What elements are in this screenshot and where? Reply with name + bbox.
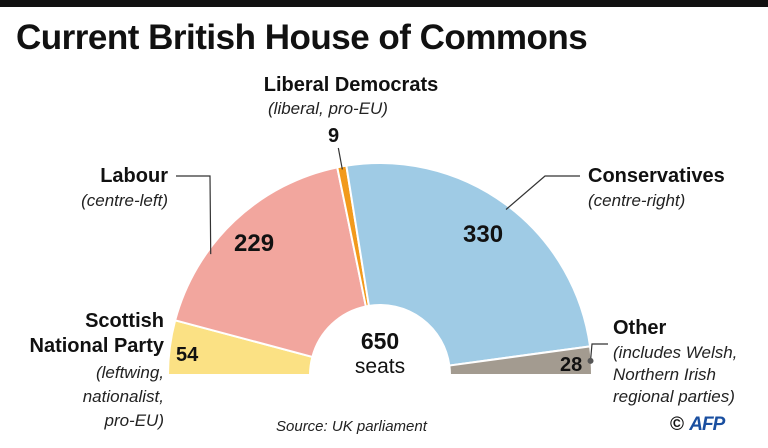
leader-line-libdem [337,147,343,170]
leader-lines [176,147,608,364]
total-seats-unit: seats [355,355,405,378]
leader-dot-other [587,357,594,364]
legend-snp-line2: National Party [30,335,165,357]
total-seats-value: 650 [361,328,399,354]
value-label-libdem: 9 [328,125,339,147]
leader-line-other [589,343,608,361]
slices-group [166,162,594,376]
legend-snp-desc1: (leftwing, [96,363,164,382]
chart-title: Current British House of Commons [16,18,588,57]
legend-other: Other [613,317,667,339]
value-label-labour: 229 [234,230,274,257]
slice-labour [173,166,368,359]
legend-labour: Labour [100,165,168,187]
legend-libdem-desc: (liberal, pro-EU) [268,99,388,118]
value-label-snp: 54 [176,344,199,366]
top-bar [0,0,768,7]
leader-line-labour [176,175,212,255]
afp-credit: © AFP [670,414,725,436]
legend-conservatives: Conservatives [588,165,725,187]
leader-line-conservatives [505,175,580,210]
legend-snp-desc3: pro-EU) [103,411,164,430]
copyright-symbol: © [670,414,684,435]
legend-snp-desc2: nationalist, [83,387,164,406]
legend-snp-line1: Scottish [85,310,164,332]
source-note: Source: UK parliament [276,418,427,435]
legend-labour-desc: (centre-left) [81,191,168,210]
slice-conservatives [345,162,592,367]
afp-logo: AFP [689,414,725,435]
legend-conservatives-desc: (centre-right) [588,191,685,210]
value-label-other: 28 [560,354,582,376]
legend-other-desc1: (includes Welsh, [613,343,737,362]
value-label-conservatives: 330 [463,221,503,248]
legend-other-desc3: regional parties) [613,387,735,406]
legend-other-desc2: Northern Irish [613,365,716,384]
legend-libdem: Liberal Democrats [264,74,439,96]
